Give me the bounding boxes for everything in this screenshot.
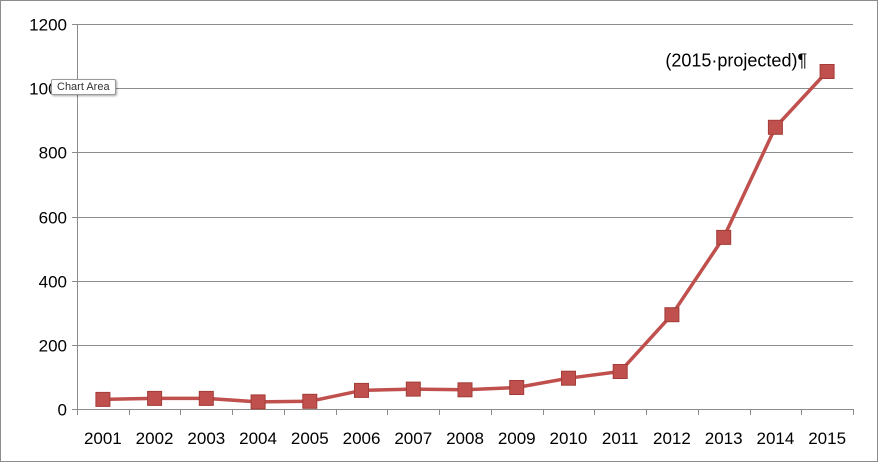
- y-tick-label-800: 800: [39, 144, 67, 163]
- x-tick-label-2013: 2013: [705, 429, 743, 448]
- y-tick-label-1200: 1200: [29, 16, 67, 35]
- x-tick-label-2004: 2004: [239, 429, 277, 448]
- x-tick-label-2005: 2005: [291, 429, 329, 448]
- data-point-2012: [664, 307, 680, 323]
- data-point-2008: [457, 382, 473, 398]
- data-point-2011: [612, 364, 628, 379]
- y-tick-label-200: 200: [39, 337, 67, 356]
- data-point-2014: [767, 119, 783, 135]
- data-point-2001: [95, 391, 111, 407]
- chart-area-tooltip: Chart Area: [51, 79, 116, 95]
- x-tick-label-2011: 2011: [602, 429, 639, 448]
- x-tick-label-2012: 2012: [653, 429, 691, 448]
- x-tick-label-2014: 2014: [756, 429, 794, 448]
- x-tick-label-2007: 2007: [394, 429, 432, 448]
- y-tick-label-0: 0: [58, 401, 67, 420]
- annotation-label-0: (2015·projected)¶: [665, 50, 807, 70]
- y-tick-label-400: 400: [39, 273, 67, 292]
- data-point-2002: [147, 390, 163, 406]
- x-tick-label-2008: 2008: [446, 429, 484, 448]
- x-tick-label-2001: 2001: [84, 429, 122, 448]
- x-tick-label-2010: 2010: [550, 429, 588, 448]
- data-point-2005: [302, 393, 318, 409]
- x-tick-label-2015: 2015: [808, 429, 846, 448]
- data-point-2013: [716, 229, 732, 245]
- axes: [72, 24, 854, 415]
- gridlines: [77, 24, 853, 346]
- y-tick-label-600: 600: [39, 209, 67, 228]
- data-point-2010: [561, 370, 576, 386]
- data-point-2015: [819, 64, 835, 79]
- data-point-2009: [509, 380, 525, 395]
- x-tick-labels: 2001 2002 2003 2004 2005 2006 2007 2008 2009 2010…: [84, 429, 846, 448]
- x-tick-label-2003: 2003: [187, 429, 225, 448]
- data-point-2004: [250, 394, 266, 410]
- data-point-2007: [405, 381, 421, 397]
- series-layer: [95, 64, 835, 410]
- x-tick-label-2009: 2009: [498, 429, 536, 448]
- x-tick-label-2002: 2002: [136, 429, 174, 448]
- data-point-2006: [354, 382, 369, 398]
- x-tick-label-2006: 2006: [343, 429, 381, 448]
- annotations: (2015·projected)¶: [665, 50, 807, 70]
- data-point-2003: [198, 390, 214, 406]
